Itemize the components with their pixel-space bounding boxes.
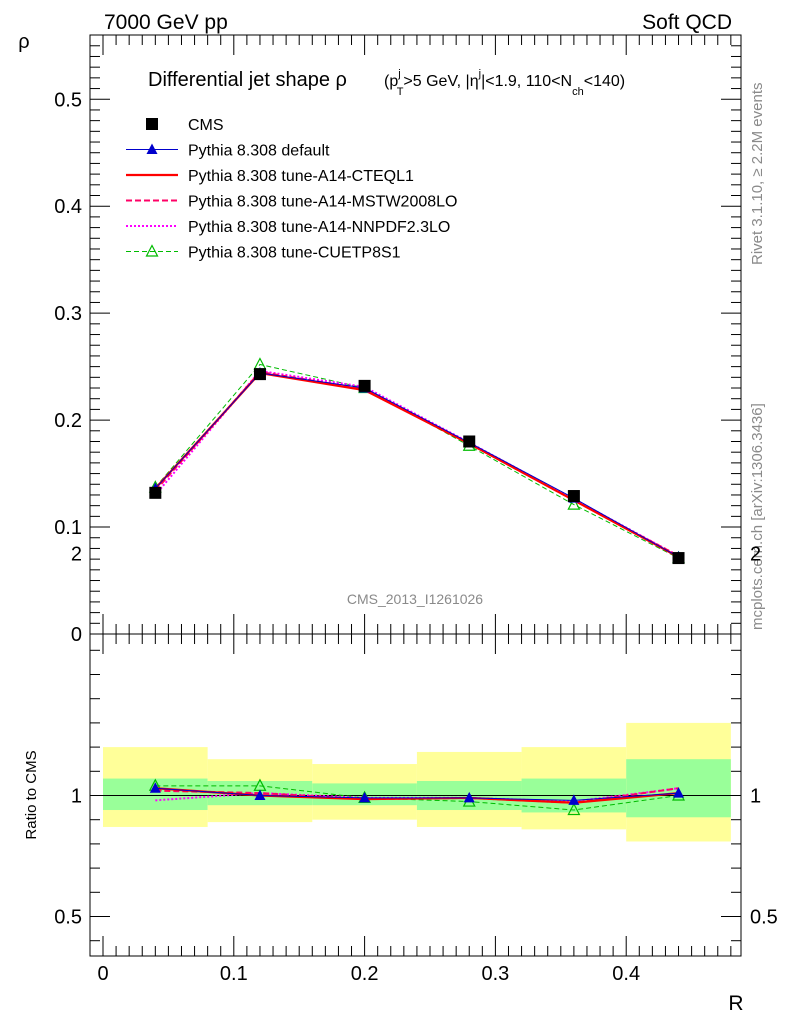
ratio-plot-panel: 0.5 0.5 1 1 2 2 0 0.1 0.2 0.3 0.4 Ratio to CMS R [23,544,778,1016]
ratio-point-cuetp8s1 [567,802,581,816]
legend-item-cuetp8s1: Pythia 8.308 tune-CUETP8S1 [126,244,401,262]
legend-label-a14cteql1: Pythia 8.308 tune-A14-CTEQL1 [188,168,414,185]
legend-item-nnpdf: Pythia 8.308 tune-A14-NNPDF2.3LO [126,219,450,236]
main-point-cms [672,552,685,565]
main-series-cms [149,368,685,565]
main-series-nnpdf [154,369,679,557]
mcplots-label: mcplots.cern.ch [arXiv:1306.3436] [749,403,766,630]
main-y-axis-label: ρ [18,31,29,53]
legend-item-default: Pythia 8.308 default [126,143,330,160]
ratio-y-tick-label-right: 1 [750,786,761,808]
x-axis-label: R [728,992,743,1015]
ratio-y-tick-label: 1 [71,786,82,808]
ratio-y-tick-label-right: 2 [750,544,761,566]
header-right-label: Soft QCD [642,11,732,34]
legend: CMS Pythia 8.308 default Pythia 8.308 tune… [126,117,457,262]
ratio-point-default [149,782,161,793]
main-line-nnpdf [154,369,679,557]
main-y-tick-label: 0.4 [54,196,82,218]
main-plot-panel: 0 0.1 0.2 0.3 0.4 0.5 Differential jet shape … [18,31,742,646]
ratio-point-default [463,791,475,803]
main-y-tick-label: 0.3 [54,303,82,325]
main-line-a14cteql1 [154,371,680,558]
main-point-cms [463,435,476,448]
analysis-watermark: CMS_2013_I1261026 [347,591,483,607]
main-y-tick-label: 0.5 [54,89,82,111]
legend-label-nnpdf: Pythia 8.308 tune-A14-NNPDF2.3LO [188,219,450,236]
x-tick-label: 0.3 [481,963,509,985]
legend-item-a14cteql1: Pythia 8.308 tune-A14-CTEQL1 [126,168,414,185]
header-left-label: 7000 GeV pp [104,11,228,34]
legend-label-cms: CMS [188,117,224,134]
main-series-mstw [154,370,679,557]
ratio-data-layer [148,778,686,816]
ratio-point-default [254,789,266,800]
main-y-tick-label: 0.1 [54,517,82,539]
main-series-a14cteql1 [154,371,680,558]
main-series-default [149,367,685,562]
ratio-point-default [359,791,371,803]
x-tick-label: 0 [97,963,108,985]
main-line-default [154,372,679,558]
legend-marker-cuetp8s1 [145,244,159,257]
main-series-cuetp8s1 [148,357,686,564]
x-tick-label: 0.2 [351,963,379,985]
chart-subtitle: (pj T>5 GeV, |ηj|<1.9, 110<Nch<140) [384,68,625,98]
chart-title: Differential jet shape ρ [148,69,347,91]
rivet-label: Rivet 3.1.10, ≥ 2.2M events [749,83,766,266]
main-axes-layer: 0 0.1 0.2 0.3 0.4 0.5 [54,35,741,646]
main-y-tick-label: 0.2 [54,410,82,432]
main-point-cms [149,486,162,499]
ratio-line-default [155,787,679,801]
main-point-cms [358,379,371,392]
main-point-cms [253,368,266,381]
ratio-series-default [149,782,685,805]
ratio-uncertainty-bands [103,722,731,842]
ratio-y-axis-label: Ratio to CMS [23,750,40,839]
main-line-cuetp8s1 [154,363,679,559]
legend-marker-cms [146,118,158,130]
legend-label-mstw: Pythia 8.308 tune-A14-MSTW2008LO [188,194,457,211]
main-data-layer [148,357,686,565]
legend-item-mstw: Pythia 8.308 tune-A14-MSTW2008LO [126,194,457,211]
ratio-point-default [673,787,685,798]
legend-item-cms: CMS [146,117,224,134]
main-line-mstw [154,370,679,557]
legend-label-cuetp8s1: Pythia 8.308 tune-CUETP8S1 [188,245,401,262]
ratio-y-tick-label: 0.5 [54,907,82,929]
ratio-axes-layer: 0.5 0.5 1 1 2 2 0 0.1 0.2 0.3 0.4 [54,544,778,986]
main-point-cms [567,490,580,503]
main-point-cuetp8s1 [567,497,581,510]
legend-marker-default [146,143,158,154]
x-tick-label: 0.1 [220,963,248,985]
chart-title-main: Differential jet shape ρ [148,69,347,91]
legend-label-default: Pythia 8.308 default [188,143,330,160]
ratio-y-tick-label-right: 0.5 [750,907,778,929]
ratio-point-default [568,794,580,805]
x-tick-label: 0.4 [612,963,640,985]
main-y-tick-label: 0 [71,624,82,646]
ratio-y-tick-label: 2 [71,544,82,566]
